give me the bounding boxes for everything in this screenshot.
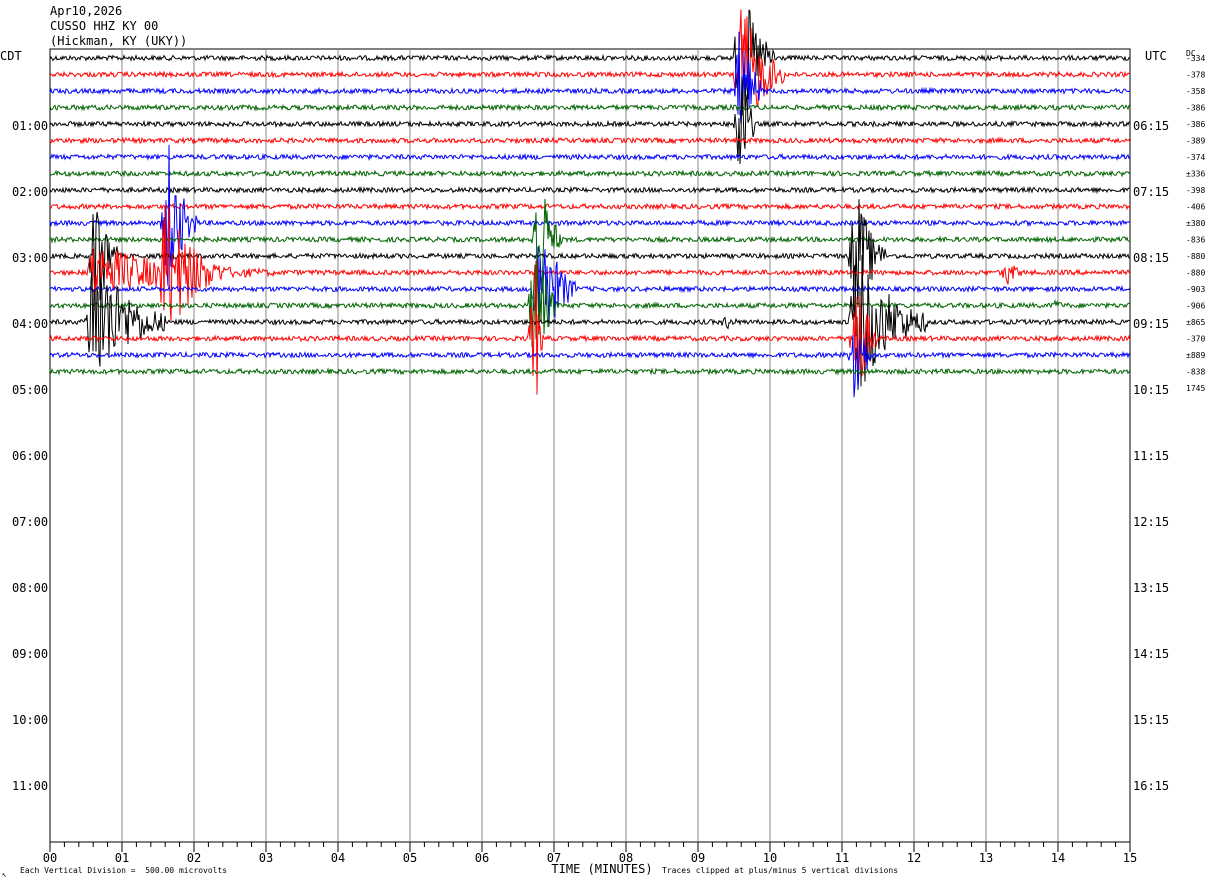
seismic-trace [49, 202, 1131, 211]
left-hour-label: 02:00 [12, 185, 48, 199]
station-location: (Hickman, KY (UKY)) [50, 34, 188, 48]
dc-offset-label: -836 [1186, 236, 1205, 245]
seismic-trace [49, 367, 1131, 376]
left-hour-label: 09:00 [12, 647, 48, 661]
dc-offset-label: 1745 [1186, 384, 1205, 393]
seismic-trace [49, 260, 1131, 395]
seismic-trace [49, 9, 1131, 116]
right-hour-label: 12:15 [1133, 515, 1169, 529]
right-hour-label: 11:15 [1133, 449, 1169, 463]
x-tick-label: 13 [979, 851, 993, 865]
seismic-trace [49, 103, 1131, 112]
x-tick-label: 11 [835, 851, 849, 865]
dc-offset-label: -386 [1186, 120, 1205, 129]
dc-offset-label: -370 [1186, 335, 1205, 344]
right-hour-label: 07:15 [1133, 185, 1169, 199]
x-axis-title: TIME (MINUTES) [551, 862, 652, 876]
dc-offset-label: -880 [1186, 252, 1205, 261]
dc-offset-label: -386 [1186, 104, 1205, 113]
seismic-trace [49, 136, 1131, 145]
dc-label: DC [1186, 49, 1196, 58]
seismic-trace [49, 254, 1131, 390]
dc-offset-label: -374 [1186, 153, 1205, 162]
seismic-trace [49, 9, 1131, 106]
dc-offset-label: -838 [1186, 368, 1205, 377]
x-tick-label: 02 [187, 851, 201, 865]
right-hour-label: 06:15 [1133, 119, 1169, 133]
seismic-trace [49, 185, 1130, 195]
dc-offset-label: ±889 [1186, 351, 1205, 360]
left-hour-label: 04:00 [12, 317, 48, 331]
right-hour-label: 10:15 [1133, 383, 1169, 397]
seismic-trace [49, 198, 1131, 286]
left-hour-label: 08:00 [12, 581, 48, 595]
dc-offset-label: -903 [1186, 285, 1205, 294]
plot-frame [49, 48, 1131, 843]
x-tick-label: 15 [1123, 851, 1137, 865]
x-tick-label: 01 [115, 851, 129, 865]
x-tick-label: 12 [907, 851, 921, 865]
x-tick-label: 09 [691, 851, 705, 865]
dc-offset-label: -906 [1186, 302, 1205, 311]
seismic-trace [49, 31, 1131, 125]
right-timezone-label: UTC [1145, 49, 1167, 63]
x-tick-label: 08 [619, 851, 633, 865]
clip-note: Traces clipped at plus/minus 5 vertical … [662, 866, 899, 875]
dc-offset-label: -334 [1186, 54, 1205, 63]
right-hour-label: 14:15 [1133, 647, 1169, 661]
x-tick-label: 00 [43, 851, 57, 865]
right-hour-label: 09:15 [1133, 317, 1169, 331]
seismic-trace [49, 169, 1131, 178]
seismic-trace [49, 199, 1131, 318]
right-hour-label: 16:15 [1133, 779, 1169, 793]
left-timezone-label: CDT [0, 49, 22, 63]
scale-note: Each Vertical Division = 500.00 microvol… [20, 866, 228, 875]
seismic-trace [49, 76, 1131, 164]
right-hour-label: 08:15 [1133, 251, 1169, 265]
x-tick-label: 14 [1051, 851, 1065, 865]
x-tick-label: 04 [331, 851, 345, 865]
seismic-trace [49, 253, 1131, 348]
seismic-trace [49, 334, 1131, 398]
x-tick-label: 07 [547, 851, 561, 865]
corner-mark: ↖ [2, 870, 7, 879]
left-hour-label: 10:00 [12, 713, 48, 727]
plot-date: Apr10,2026 [50, 4, 123, 18]
left-hour-label: 05:00 [12, 383, 48, 397]
right-hour-label: 13:15 [1133, 581, 1169, 595]
seismic-trace [49, 206, 1131, 322]
left-hour-label: 11:00 [12, 779, 48, 793]
dc-offset-label: -398 [1186, 186, 1205, 195]
x-tick-label: 03 [259, 851, 273, 865]
seismic-trace [49, 144, 1131, 286]
x-tick-label: 05 [403, 851, 417, 865]
right-hour-label: 15:15 [1133, 713, 1169, 727]
left-hour-label: 03:00 [12, 251, 48, 265]
dc-offset-label: -378 [1186, 71, 1205, 80]
dc-offset-label: -358 [1186, 87, 1205, 96]
left-hour-label: 06:00 [12, 449, 48, 463]
left-hour-label: 07:00 [12, 515, 48, 529]
dc-offset-label: -389 [1186, 137, 1205, 146]
x-tick-label: 10 [763, 851, 777, 865]
seismic-trace [49, 246, 1131, 334]
x-tick-label: 06 [475, 851, 489, 865]
station-code: CUSSO HHZ KY 00 [50, 19, 159, 33]
dc-offset-label: ±336 [1186, 170, 1205, 179]
dc-offset-label: ±865 [1186, 318, 1205, 327]
left-hour-label: 01:00 [12, 119, 48, 133]
dc-offset-label: ±380 [1186, 219, 1205, 228]
seismic-trace [49, 152, 1131, 162]
dc-offset-label: -880 [1186, 269, 1205, 278]
dc-offset-label: -406 [1186, 203, 1205, 212]
